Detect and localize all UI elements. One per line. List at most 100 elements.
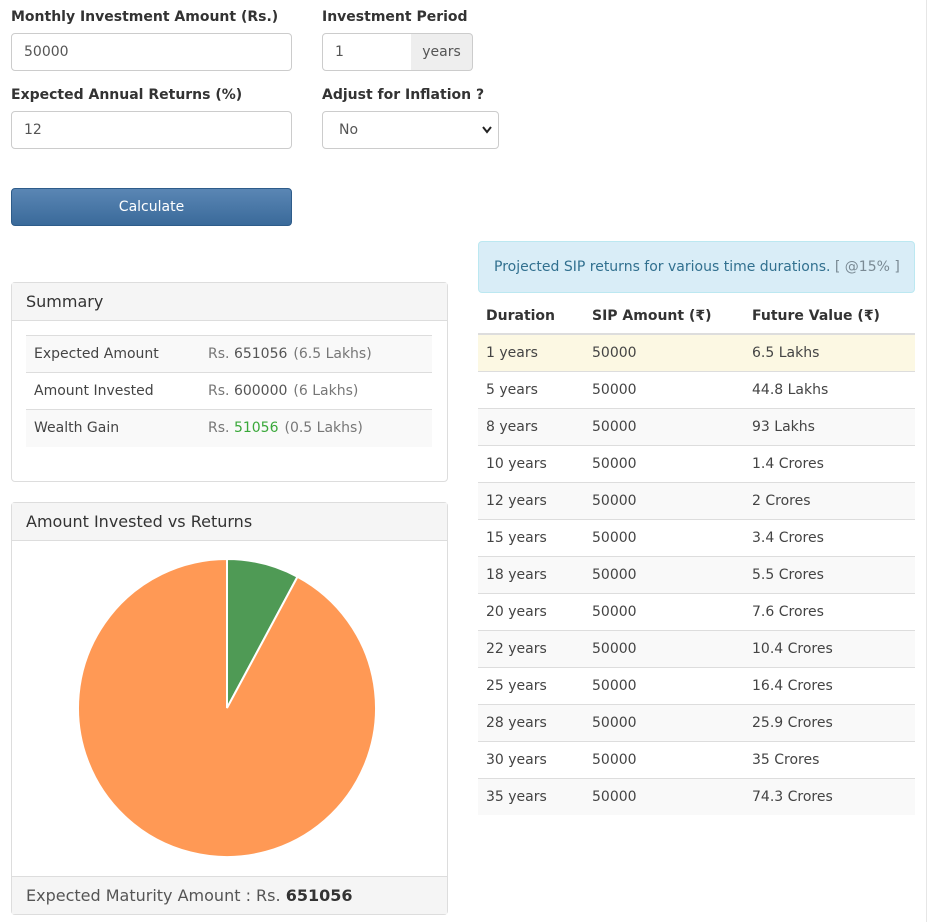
duration-cell: 35 years: [478, 777, 584, 815]
sip-amount-cell: 50000: [584, 629, 744, 667]
annual-returns-input[interactable]: 12: [11, 111, 292, 149]
pie-slice-amount-invested: [77, 557, 377, 858]
future-value-cell: 93 Lakhs: [744, 407, 915, 445]
projection-row: 15 years 50000 3.4 Crores: [478, 518, 915, 556]
duration-cell: 8 years: [478, 407, 584, 445]
currency-prefix: Rs.: [208, 346, 230, 362]
future-value-cell: 25.9 Crores: [744, 703, 915, 741]
calculate-button[interactable]: Calculate: [11, 188, 292, 226]
sip-amount-cell: 50000: [584, 333, 744, 371]
summary-row: Amount Invested Rs. 600000 (6 Lakhs): [26, 372, 432, 410]
projection-row: 28 years 50000 25.9 Crores: [478, 703, 915, 741]
pie-chart: [77, 557, 377, 858]
projection-row: 35 years 50000 74.3 Crores: [478, 777, 915, 815]
future-value-cell: 16.4 Crores: [744, 666, 915, 704]
alert-text: Projected SIP returns for various time d…: [494, 259, 831, 275]
summary-panel: Summary Expected Amount Rs. 651056 (6.5 La…: [11, 282, 448, 482]
summary-amount: 651056: [233, 346, 288, 362]
sip-amount-cell: 50000: [584, 666, 744, 704]
projection-row: 1 years 50000 6.5 Lakhs: [478, 333, 915, 371]
duration-cell: 1 years: [478, 333, 584, 371]
summary-value: Rs. 600000 (6 Lakhs): [208, 372, 432, 410]
future-value-cell: 2 Crores: [744, 481, 915, 519]
sip-amount-cell: 50000: [584, 740, 744, 778]
page-divider: [926, 0, 927, 922]
summary-lakhs: (6 Lakhs): [293, 383, 359, 399]
column-header-sip-amount: SIP Amount (₹): [584, 298, 744, 335]
summary-label: Amount Invested: [26, 372, 208, 410]
summary-title: Summary: [12, 283, 447, 321]
duration-cell: 25 years: [478, 666, 584, 704]
summary-lakhs: (6.5 Lakhs): [293, 346, 372, 362]
sip-amount-cell: 50000: [584, 555, 744, 593]
future-value-cell: 5.5 Crores: [744, 555, 915, 593]
duration-cell: 10 years: [478, 444, 584, 482]
projection-row: 30 years 50000 35 Crores: [478, 740, 915, 778]
alert-rate: [ @15% ]: [834, 259, 900, 275]
future-value-cell: 10.4 Crores: [744, 629, 915, 667]
inflation-label: Adjust for Inflation ?: [322, 87, 485, 103]
duration-cell: 30 years: [478, 740, 584, 778]
projection-row: 20 years 50000 7.6 Crores: [478, 592, 915, 630]
duration-cell: 22 years: [478, 629, 584, 667]
column-header-future-value: Future Value (₹): [744, 298, 915, 335]
projection-row: 25 years 50000 16.4 Crores: [478, 666, 915, 704]
projection-table: Duration SIP Amount (₹) Future Value (₹)…: [478, 298, 915, 815]
future-value-cell: 6.5 Lakhs: [744, 333, 915, 371]
sip-amount-cell: 50000: [584, 592, 744, 630]
currency-prefix: Rs.: [208, 420, 230, 437]
sip-amount-cell: 50000: [584, 444, 744, 482]
maturity-footer: Expected Maturity Amount : Rs. 651056: [12, 876, 447, 914]
inflation-select-value: No: [339, 122, 359, 138]
sip-amount-cell: 50000: [584, 370, 744, 408]
maturity-label: Expected Maturity Amount : Rs.: [26, 886, 281, 905]
summary-amount: 51056: [233, 420, 279, 437]
duration-cell: 12 years: [478, 481, 584, 519]
summary-lakhs: (0.5 Lakhs): [284, 420, 363, 437]
projection-row: 8 years 50000 93 Lakhs: [478, 407, 915, 445]
projection-row: 12 years 50000 2 Crores: [478, 481, 915, 519]
sip-amount-cell: 50000: [584, 518, 744, 556]
chevron-down-icon: [482, 112, 492, 162]
future-value-cell: 3.4 Crores: [744, 518, 915, 556]
duration-cell: 18 years: [478, 555, 584, 593]
projection-row: 5 years 50000 44.8 Lakhs: [478, 370, 915, 408]
sip-amount-cell: 50000: [584, 407, 744, 445]
summary-table: Expected Amount Rs. 651056 (6.5 Lakhs) Amou…: [26, 335, 432, 447]
inflation-select[interactable]: No: [322, 111, 499, 149]
projection-row: 18 years 50000 5.5 Crores: [478, 555, 915, 593]
period-unit-addon: years: [411, 33, 473, 71]
maturity-value: 651056: [285, 886, 353, 905]
projection-alert: Projected SIP returns for various time d…: [478, 241, 915, 293]
monthly-amount-label: Monthly Investment Amount (Rs.): [11, 9, 279, 25]
projection-row: 10 years 50000 1.4 Crores: [478, 444, 915, 482]
duration-cell: 15 years: [478, 518, 584, 556]
investment-period-input[interactable]: 1: [322, 33, 412, 71]
projection-row: 22 years 50000 10.4 Crores: [478, 629, 915, 667]
duration-cell: 5 years: [478, 370, 584, 408]
summary-label: Expected Amount: [26, 335, 208, 373]
sip-amount-cell: 50000: [584, 777, 744, 815]
future-value-cell: 74.3 Crores: [744, 777, 915, 815]
currency-prefix: Rs.: [208, 383, 230, 399]
summary-label: Wealth Gain: [26, 409, 208, 447]
sip-amount-cell: 50000: [584, 481, 744, 519]
duration-cell: 28 years: [478, 703, 584, 741]
duration-cell: 20 years: [478, 592, 584, 630]
investment-period-label: Investment Period: [322, 9, 468, 25]
summary-row: Expected Amount Rs. 651056 (6.5 Lakhs): [26, 335, 432, 373]
future-value-cell: 35 Crores: [744, 740, 915, 778]
summary-value: Rs. 51056 (0.5 Lakhs): [208, 409, 432, 447]
future-value-cell: 7.6 Crores: [744, 592, 915, 630]
sip-amount-cell: 50000: [584, 703, 744, 741]
summary-value: Rs. 651056 (6.5 Lakhs): [208, 335, 432, 373]
chart-panel: Amount Invested vs Returns Expected Matu…: [11, 502, 448, 915]
summary-row: Wealth Gain Rs. 51056 (0.5 Lakhs): [26, 409, 432, 447]
future-value-cell: 1.4 Crores: [744, 444, 915, 482]
chart-title: Amount Invested vs Returns: [12, 503, 447, 541]
column-header-duration: Duration: [478, 298, 584, 335]
summary-amount: 600000: [233, 383, 288, 399]
monthly-amount-input[interactable]: 50000: [11, 33, 292, 71]
future-value-cell: 44.8 Lakhs: [744, 370, 915, 408]
annual-returns-label: Expected Annual Returns (%): [11, 87, 243, 103]
